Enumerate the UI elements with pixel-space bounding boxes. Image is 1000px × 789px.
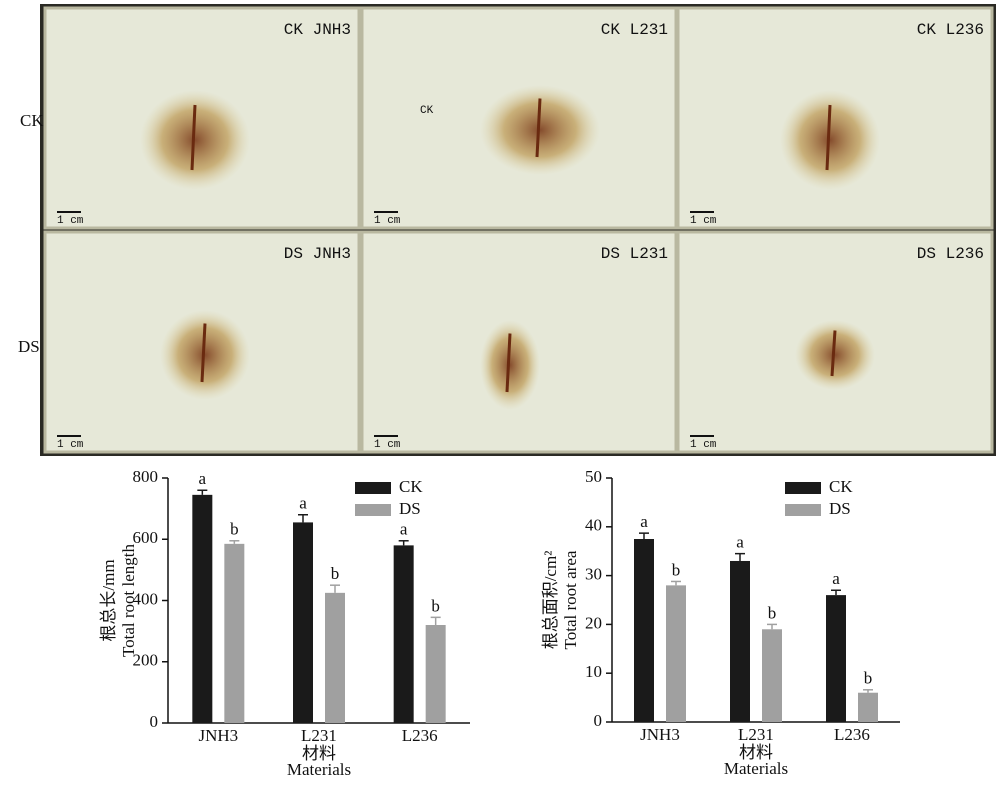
significance-letter: b [768,603,777,622]
significance-letter: a [299,494,307,513]
legend-swatch [355,504,391,516]
legend-swatch [355,482,391,494]
scale-label: 1 cm [374,439,401,451]
significance-letter: a [640,512,648,531]
x-axis-label: Materials [724,759,788,778]
significance-letter: a [199,469,207,488]
significance-letter: b [431,596,440,615]
y-tick-label: 0 [150,712,159,731]
scale-label: 1 cm [690,215,717,227]
annotation: CK [420,105,434,117]
y-tick-label: 30 [585,565,602,584]
root-stem [505,333,512,393]
root-stem [190,104,197,171]
bar [762,629,782,722]
panel-label: DS JNH3 [284,245,351,263]
y-tick-label: 600 [133,528,159,547]
legend-label: CK [399,477,423,496]
y-tick-label: 200 [133,651,159,670]
x-axis-label: Materials [287,760,351,779]
y-tick-label: 0 [594,711,603,730]
x-tick-label: L236 [834,725,870,744]
root-image [780,90,880,190]
x-axis-label: 材料 [302,744,336,763]
panel-label: CK L231 [601,21,668,39]
y-tick-label: 10 [585,662,602,681]
y-tick-label: 800 [133,467,159,486]
y-axis-label: 根总面积/cm² [541,551,560,650]
bar [393,545,414,723]
legend-label: CK [829,477,853,496]
root-image [160,310,250,400]
significance-letter: b [331,564,340,583]
bar [666,585,686,722]
bar [192,494,213,723]
y-tick-label: 400 [133,589,159,608]
y-tick-label: 50 [585,467,602,486]
y-axis-label: Total root area [561,550,580,649]
bar [730,560,750,722]
x-tick-label: L236 [402,726,438,745]
significance-letter: b [230,520,239,539]
bar [425,625,446,723]
significance-letter: a [736,533,744,552]
bar [293,522,313,723]
panel-label: DS L236 [917,245,984,263]
x-tick-label: JNH3 [198,726,238,745]
legend-label: DS [829,499,851,518]
significance-letter: b [864,669,873,688]
legend-swatch [785,504,821,516]
row-label: DS [18,337,40,356]
bar [634,539,654,722]
root-image [795,320,875,390]
scale-label: 1 cm [374,215,401,227]
root-stem [200,323,207,383]
y-tick-label: 40 [585,516,602,535]
root-stem [830,330,837,377]
root-image [480,85,600,175]
root-stem [535,98,542,158]
panel-label: CK JNH3 [284,21,351,39]
bar [325,592,345,723]
significance-letter: a [832,569,840,588]
legend-label: DS [399,499,421,518]
significance-letter: a [400,520,408,539]
x-axis-label: 材料 [739,743,773,762]
significance-letter: b [672,560,681,579]
panel-label: DS L231 [601,245,668,263]
y-axis-label: 根总长/mm [99,559,118,641]
row-label: CK [20,111,44,130]
y-tick-label: 20 [585,613,602,632]
scale-label: 1 cm [57,215,84,227]
root-image [140,90,250,190]
x-tick-label: L231 [738,725,774,744]
panel-label: CK L236 [917,21,984,39]
bar [858,692,878,722]
bar [826,595,846,722]
x-tick-label: JNH3 [640,725,680,744]
root-stem [825,104,832,171]
scale-label: 1 cm [690,439,717,451]
x-tick-label: L231 [301,726,337,745]
y-axis-label: Total root length [119,543,138,657]
bar [224,543,245,723]
legend-swatch [785,482,821,494]
root-image [480,320,540,410]
scale-label: 1 cm [57,439,84,451]
